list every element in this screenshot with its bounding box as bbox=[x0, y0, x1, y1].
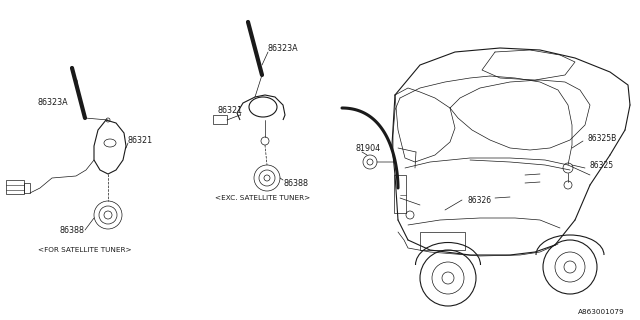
Bar bbox=[24, 183, 30, 193]
Text: 86321: 86321 bbox=[218, 106, 243, 115]
Text: 86323A: 86323A bbox=[268, 44, 299, 52]
Text: 86388: 86388 bbox=[283, 179, 308, 188]
Text: 86325: 86325 bbox=[590, 161, 614, 170]
Text: <EXC. SATELLITE TUNER>: <EXC. SATELLITE TUNER> bbox=[215, 195, 310, 201]
Text: 86326: 86326 bbox=[467, 196, 491, 204]
Circle shape bbox=[246, 20, 250, 23]
Text: 86321: 86321 bbox=[128, 135, 153, 145]
Bar bbox=[213, 115, 227, 124]
Text: 86388: 86388 bbox=[60, 226, 85, 235]
Text: 81904: 81904 bbox=[356, 143, 381, 153]
Text: 86323A: 86323A bbox=[38, 98, 68, 107]
Circle shape bbox=[70, 67, 74, 69]
Text: <FOR SATELLITE TUNER>: <FOR SATELLITE TUNER> bbox=[38, 247, 132, 253]
Bar bbox=[420, 232, 465, 250]
Text: 86325B: 86325B bbox=[588, 133, 617, 142]
Bar bbox=[394, 175, 406, 213]
Text: A863001079: A863001079 bbox=[579, 309, 625, 315]
Bar bbox=[6, 180, 24, 194]
